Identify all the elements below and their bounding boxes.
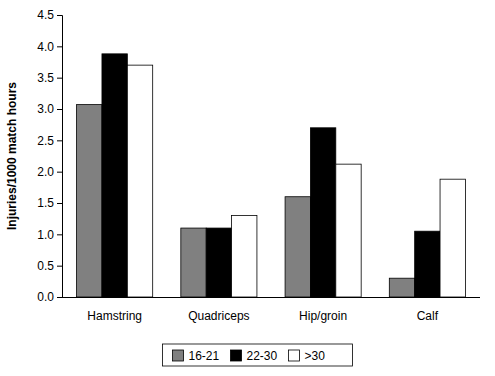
legend-swatch [231, 350, 242, 361]
bar [206, 228, 231, 297]
bar [127, 65, 152, 297]
x-tick-label: Hip/groin [299, 309, 347, 323]
x-tick: Quadriceps [188, 309, 249, 323]
y-tick-label: 0.5 [37, 259, 54, 273]
legend-label: >30 [305, 349, 326, 363]
y-tick-label: 3.0 [37, 102, 54, 116]
y-axis: 0.0 0.5 1.0 1.5 2.0 2.5 3.0 3.5 4.0 4.5 [37, 8, 62, 304]
x-axis: Hamstring Quadriceps Hip/groin Calf [62, 298, 480, 323]
bar-series [102, 54, 440, 297]
x-tick: Calf [417, 309, 439, 323]
y-tick: 4.5 [37, 8, 62, 22]
y-tick-mark [57, 46, 62, 47]
y-axis-line [57, 16, 63, 298]
y-tick-label: 1.5 [37, 196, 54, 210]
y-tick-mark [57, 172, 62, 173]
y-tick-label: 4.0 [37, 40, 54, 54]
y-tick-mark [57, 140, 62, 141]
chart: 0.0 0.5 1.0 1.5 2.0 2.5 3.0 3.5 4.0 4.5 Hamstring Q… [0, 0, 495, 376]
bars [77, 54, 466, 297]
x-tick: Hamstring [87, 309, 142, 323]
legend-swatch [173, 350, 184, 361]
x-tick: Hip/groin [299, 309, 347, 323]
bar [440, 179, 465, 297]
y-tick: 3.5 [37, 71, 62, 85]
y-tick-label: 4.5 [37, 8, 54, 22]
legend-item: 22-30 [231, 349, 278, 363]
y-tick-mark [57, 234, 62, 235]
x-tick-label: Calf [417, 309, 439, 323]
legend-label: 22-30 [247, 349, 278, 363]
bar [77, 105, 102, 297]
bar [232, 216, 257, 297]
x-axis-line [62, 297, 480, 298]
bar [285, 197, 310, 297]
legend: 16-21 22-30 >30 [163, 344, 353, 366]
y-tick: 4.0 [37, 40, 62, 54]
x-tick-label: Quadriceps [188, 309, 249, 323]
bar [181, 228, 206, 297]
y-tick-label: 1.0 [37, 228, 54, 242]
legend-frame [163, 344, 353, 366]
y-tick-label: 2.0 [37, 165, 54, 179]
y-tick-label: 3.5 [37, 71, 54, 85]
bar [102, 54, 127, 297]
y-tick: 0.5 [37, 259, 62, 273]
bar [310, 128, 335, 297]
y-tick-label: 0.0 [37, 290, 54, 304]
y-tick-mark [57, 15, 62, 16]
bar [415, 231, 440, 297]
x-tick-label: Hamstring [87, 309, 142, 323]
y-tick-mark [57, 78, 62, 79]
y-tick: 1.5 [37, 196, 62, 210]
y-tick: 0.0 [37, 290, 62, 304]
y-axis-title: Injuries/1000 match hours [5, 82, 19, 230]
bar-series [127, 65, 465, 297]
bar [336, 164, 361, 297]
y-tick: 3.0 [37, 102, 62, 116]
y-tick-label: 2.5 [37, 134, 54, 148]
legend-label: 16-21 [189, 349, 220, 363]
y-tick: 2.0 [37, 165, 62, 179]
bar [389, 278, 414, 297]
legend-item: 16-21 [173, 349, 220, 363]
legend-item: >30 [289, 349, 326, 363]
y-tick: 1.0 [37, 228, 62, 242]
y-tick-mark [57, 109, 62, 110]
y-tick-mark [57, 297, 62, 298]
y-tick-mark [57, 203, 62, 204]
y-tick: 2.5 [37, 134, 62, 148]
legend-swatch [289, 350, 300, 361]
y-tick-mark [57, 266, 62, 267]
